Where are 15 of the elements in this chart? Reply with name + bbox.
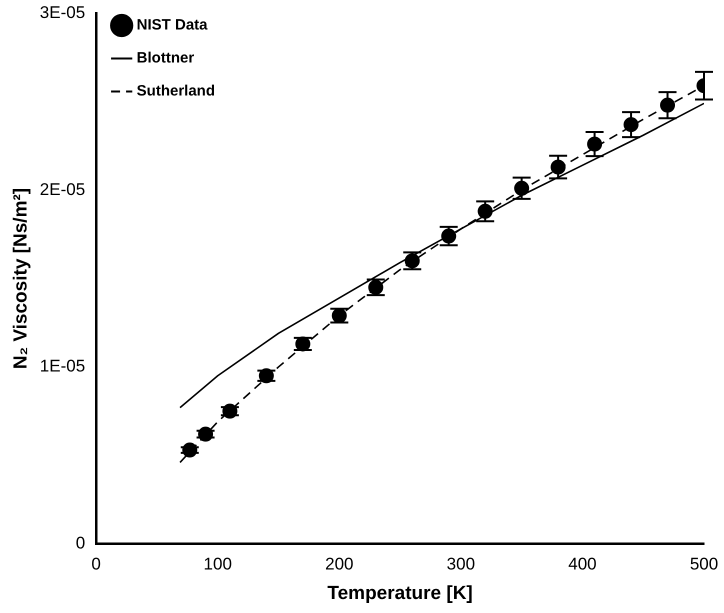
x-tick-label: 500 [690,554,718,574]
x-tick-label: 200 [325,554,354,574]
x-axis-title: Temperature [K] [327,582,473,604]
x-tick-label: 0 [91,554,101,574]
legend-label: Sutherland [136,82,216,100]
x-tick-label: 100 [204,554,232,574]
x-tick-label: 300 [446,554,476,574]
y-tick-label: 2E-05 [40,180,86,199]
y-tick-label: 1E-05 [40,356,86,376]
legend-label: NIST Data [136,16,208,34]
x-tick-label: 400 [568,554,597,574]
y-axis-title: N₂ Viscosity [Ns/m²] [10,188,32,370]
legend-label: Blottner [136,50,194,67]
y-tick-label: 3E-05 [40,2,86,22]
y-tick-label: 0 [76,533,86,552]
